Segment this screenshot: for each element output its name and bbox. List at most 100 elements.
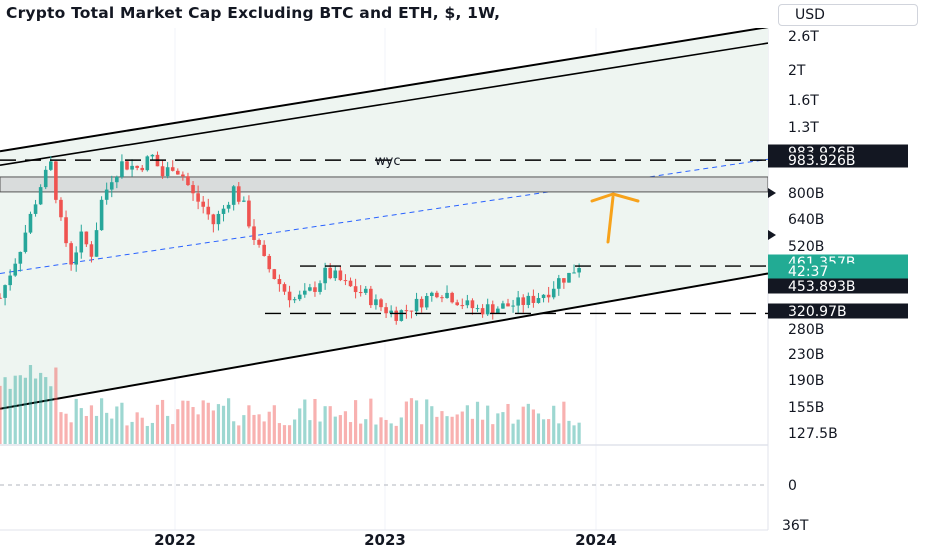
price-axis-label: 520B: [788, 239, 824, 255]
volume-bar: [384, 419, 388, 444]
candle-body: [267, 255, 272, 270]
candle-body: [424, 295, 429, 308]
price-axis-label: 1.3T: [788, 120, 819, 136]
volume-bar: [216, 404, 221, 444]
wyc-annotation: wyc: [375, 154, 400, 169]
candle-body: [150, 154, 155, 157]
volume-bar: [460, 411, 464, 444]
time-axis-label: 2023: [364, 531, 406, 549]
annotations: wyc: [0, 154, 768, 315]
candle-body: [348, 280, 353, 287]
candle-body: [480, 308, 485, 315]
candle-body: [384, 307, 388, 314]
candle-body: [440, 297, 444, 299]
target-arrow-head: [590, 192, 640, 203]
candle-body: [511, 305, 515, 307]
volume-bar: [404, 401, 408, 444]
volume-bar: [389, 423, 393, 444]
volume-bar: [120, 402, 124, 444]
volume-bar: [39, 372, 43, 444]
candle-body: [572, 272, 576, 274]
volume-bar: [89, 405, 94, 444]
volume-bar: [572, 425, 576, 444]
candle-body: [363, 288, 368, 293]
currency-selector[interactable]: USD: [778, 4, 918, 26]
volume-bar: [445, 416, 449, 444]
channel-inner-line: [0, 42, 768, 167]
candle-body: [140, 167, 145, 171]
volume-bar: [541, 419, 546, 444]
volume-bar: [282, 425, 287, 444]
candle-body: [23, 232, 28, 252]
volume-bar: [486, 405, 490, 444]
candle-body: [521, 297, 526, 305]
candle-body: [74, 252, 78, 265]
candle-body: [125, 161, 129, 170]
volume-bar: [18, 375, 22, 444]
candle-body: [567, 272, 571, 283]
channel-lower-line: [0, 272, 768, 410]
candle-body: [49, 161, 53, 170]
candle-body: [333, 270, 338, 279]
volume-bar: [262, 421, 266, 444]
volume-bar: [272, 405, 276, 444]
volume-bar: [166, 415, 170, 444]
candle-body: [89, 244, 94, 257]
channel-fill: [0, 28, 768, 409]
volume-bar: [267, 411, 271, 444]
candle-body: [297, 294, 302, 300]
candle-body: [313, 287, 317, 292]
volume-bar: [44, 377, 48, 444]
volume-bar: [567, 420, 571, 444]
candle-body: [201, 201, 205, 207]
volume-bar: [501, 412, 505, 444]
candle-body: [196, 193, 200, 202]
price-axis-label: 1.6T: [788, 93, 819, 109]
price-axis-label: 155B: [788, 400, 824, 416]
volume-bar: [13, 375, 17, 444]
candle-body: [292, 299, 297, 301]
price-axis-label: 127.5B: [788, 426, 838, 442]
volume-bar: [69, 422, 73, 444]
volume-bar: [74, 398, 78, 444]
candle-body: [38, 187, 43, 205]
volume-bar: [293, 419, 297, 444]
volume-bar: [115, 406, 119, 444]
candle-body: [170, 167, 175, 171]
volume-bar: [84, 415, 88, 444]
volume-bar: [491, 424, 495, 444]
volume-bar: [414, 400, 419, 444]
price-axis-label: 2.6T: [788, 29, 819, 45]
price-axis[interactable]: 2.6T 2T 1.6T 1.3T 800B 640B 520B 280B 230B 190B 15…: [768, 29, 908, 534]
volume-bar: [298, 408, 302, 444]
candle-body: [303, 290, 307, 295]
volume-bar: [338, 415, 342, 444]
volume-bar: [100, 398, 104, 444]
time-axis[interactable]: 2022 2023 2024: [0, 529, 768, 549]
candle-body: [247, 200, 251, 227]
candle-body: [475, 308, 480, 310]
candle-body: [99, 199, 104, 231]
candle-body: [546, 294, 551, 298]
volume-bar: [552, 405, 556, 444]
volume-bar: [348, 422, 353, 444]
volume-bar: [160, 399, 165, 444]
volume-bar: [440, 411, 444, 444]
price-badge: [768, 263, 908, 279]
price-axis-label: 640B: [788, 212, 824, 228]
candle-body: [109, 182, 114, 190]
candle-body: [465, 300, 470, 306]
candle-body: [3, 285, 7, 298]
price-badge: [768, 278, 908, 294]
volume-bar: [257, 414, 261, 444]
candle-body: [84, 231, 89, 245]
volume-bar: [191, 407, 195, 444]
price-axis-label: 190B: [788, 373, 824, 389]
volume-bar: [201, 400, 205, 444]
volume-bar: [399, 417, 403, 444]
price-badge: [768, 152, 908, 168]
volume-bar: [135, 412, 139, 444]
candle-body: [430, 292, 434, 296]
candle-body: [181, 174, 185, 177]
